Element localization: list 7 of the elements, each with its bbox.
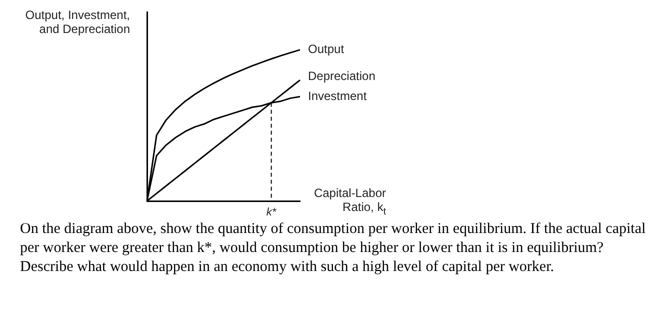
series-label: Output [308,42,345,56]
series-label: Depreciation [308,68,376,83]
x-axis-title: Capital-Labor Ratio, k$_{t}$ [312,186,386,220]
series-label: Investment [308,88,368,103]
y-axis-title: Output, Investment, and Depreciation [24,8,130,36]
text: On the diagram above, show the quantity of consumption per worker in equilibrium. If the actual capital per worker were greater than k*, would consumption be higher or lower than it is in equilibrium? Describe what would happen in an economy with such a high level of capital per worker. [20,220,647,277]
text: k* [266,206,277,219]
